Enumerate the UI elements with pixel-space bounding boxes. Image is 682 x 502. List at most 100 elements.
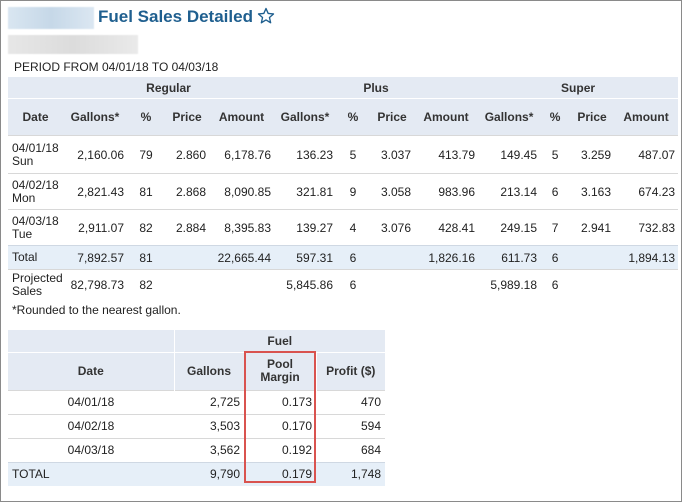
cell: 82,798.73 bbox=[63, 269, 127, 300]
col-plus-amount: Amount bbox=[414, 98, 479, 136]
cell-profit: 1,748 bbox=[316, 461, 385, 486]
blurred-subtitle bbox=[8, 35, 138, 54]
date-text: 04/03/18 bbox=[12, 213, 59, 228]
cell: 2,160.06 bbox=[63, 135, 127, 174]
cell: 5 bbox=[336, 135, 370, 174]
cell-profit: 684 bbox=[316, 437, 385, 462]
col-regular-pct: % bbox=[127, 98, 165, 136]
cell: 6 bbox=[540, 245, 571, 270]
projected-label-line1: Projected bbox=[12, 270, 63, 285]
day-text: Sun bbox=[12, 153, 34, 168]
cell-pool-margin: 0.192 bbox=[244, 437, 316, 462]
cell: 2.941 bbox=[570, 209, 615, 246]
cell bbox=[165, 269, 209, 300]
col-plus-pct: % bbox=[336, 98, 370, 136]
cell bbox=[370, 269, 414, 300]
cell: 5 bbox=[540, 135, 571, 174]
cell bbox=[570, 269, 615, 300]
star-outline-icon[interactable] bbox=[257, 7, 275, 25]
page-title: Fuel Sales Detailed bbox=[98, 7, 253, 26]
col-super-pct: % bbox=[540, 98, 571, 136]
col-plus-price: Price bbox=[370, 98, 414, 136]
cell-date: 04/02/18 bbox=[8, 413, 174, 438]
cell: 2,911.07 bbox=[63, 209, 127, 246]
cell-date: 04/03/18 bbox=[8, 437, 174, 462]
cell bbox=[165, 245, 209, 270]
date-text: 04/01/18 bbox=[12, 140, 59, 155]
cell: 3.076 bbox=[370, 209, 414, 246]
col-pool-margin: Pool Margin bbox=[243, 351, 316, 390]
cell: 1,826.16 bbox=[414, 245, 479, 270]
pool-text: Pool bbox=[267, 357, 293, 371]
fuel-group-row: Fuel bbox=[8, 330, 385, 352]
col-super-gallons: Gallons* bbox=[478, 98, 541, 136]
cell: 82 bbox=[127, 269, 165, 300]
cell: 149.45 bbox=[478, 135, 541, 174]
col-regular-gallons: Gallons* bbox=[63, 98, 127, 136]
cell-gallons: 3,562 bbox=[174, 437, 244, 462]
period-label: PERIOD FROM 04/01/18 TO 04/03/18 bbox=[14, 60, 219, 74]
column-header-row: Date Gallons* % Price Amount Gallons* % … bbox=[8, 98, 679, 136]
cell-profit: 594 bbox=[316, 413, 385, 438]
day-text: Tue bbox=[12, 226, 33, 241]
cell: 413.79 bbox=[414, 135, 479, 174]
cell: 5,989.18 bbox=[478, 269, 541, 300]
day-text: Mon bbox=[12, 190, 36, 205]
cell: 8,395.83 bbox=[209, 209, 274, 246]
cell: 2,821.43 bbox=[63, 173, 127, 210]
cell: 2.884 bbox=[165, 209, 209, 246]
cell bbox=[614, 269, 679, 300]
group-header-row: Regular Plus Super bbox=[8, 77, 679, 99]
cell: 3.259 bbox=[570, 135, 615, 174]
cell: 249.15 bbox=[478, 209, 541, 246]
cell: 139.27 bbox=[274, 209, 336, 246]
cell: 321.81 bbox=[274, 173, 336, 210]
cell: 8,090.85 bbox=[209, 173, 274, 210]
cell bbox=[209, 269, 274, 300]
cell: 428.41 bbox=[414, 209, 479, 246]
cell: 3.058 bbox=[370, 173, 414, 210]
cell: 81 bbox=[127, 173, 165, 210]
cell-pool-margin: 0.173 bbox=[244, 389, 316, 414]
cell bbox=[570, 245, 615, 270]
cell: 983.96 bbox=[414, 173, 479, 210]
cell: 487.07 bbox=[614, 135, 679, 174]
cell: 6,178.76 bbox=[209, 135, 274, 174]
cell: 1,894.13 bbox=[614, 245, 679, 270]
total-label: TOTAL bbox=[8, 461, 174, 486]
cell: 5,845.86 bbox=[274, 269, 336, 300]
cell: 597.31 bbox=[274, 245, 336, 270]
projected-label: Projected Sales bbox=[8, 269, 63, 300]
group-regular: Regular bbox=[146, 80, 191, 95]
cell: 136.23 bbox=[274, 135, 336, 174]
table-row: 04/03/18 Tue 2,911.07 82 2.884 8,395.83 1… bbox=[8, 209, 679, 246]
group-super: Super bbox=[561, 80, 596, 95]
col-profit: Profit ($) bbox=[315, 351, 385, 390]
cell: 674.23 bbox=[614, 173, 679, 210]
col-date: Date bbox=[8, 351, 174, 390]
fuel-margin-table: Fuel Date Gallons Pool Margin Profit ($) … bbox=[8, 330, 385, 486]
cell-gallons: 3,503 bbox=[174, 413, 244, 438]
margin-text: Margin bbox=[260, 370, 300, 384]
col-regular-price: Price bbox=[165, 98, 209, 136]
cell: 6 bbox=[336, 269, 370, 300]
group-fuel: Fuel bbox=[173, 330, 385, 352]
cell: 9 bbox=[336, 173, 370, 210]
total-row: TOTAL 9,790 0.179 1,748 bbox=[8, 461, 385, 486]
table-row: 04/01/18 Sun 2,160.06 79 2.860 6,178.76 1… bbox=[8, 135, 679, 174]
col-date: Date bbox=[8, 98, 63, 136]
col-plus-gallons: Gallons* bbox=[274, 98, 336, 136]
projected-row: Projected Sales 82,798.73 82 5,845.86 6 5… bbox=[8, 269, 679, 300]
total-row: Total 7,892.57 81 22,665.44 597.31 6 1,8… bbox=[8, 245, 679, 270]
date-text: 04/02/18 bbox=[12, 177, 59, 192]
cell: 213.14 bbox=[478, 173, 541, 210]
cell-pool-margin: 0.170 bbox=[244, 413, 316, 438]
row-date: 04/02/18 Mon bbox=[8, 173, 63, 210]
blurred-logo bbox=[8, 7, 94, 29]
cell-pool-margin: 0.179 bbox=[244, 461, 316, 486]
cell: 611.73 bbox=[478, 245, 541, 270]
cell: 732.83 bbox=[614, 209, 679, 246]
fuel-column-row: Date Gallons Pool Margin Profit ($) bbox=[8, 351, 385, 390]
col-super-price: Price bbox=[570, 98, 615, 136]
